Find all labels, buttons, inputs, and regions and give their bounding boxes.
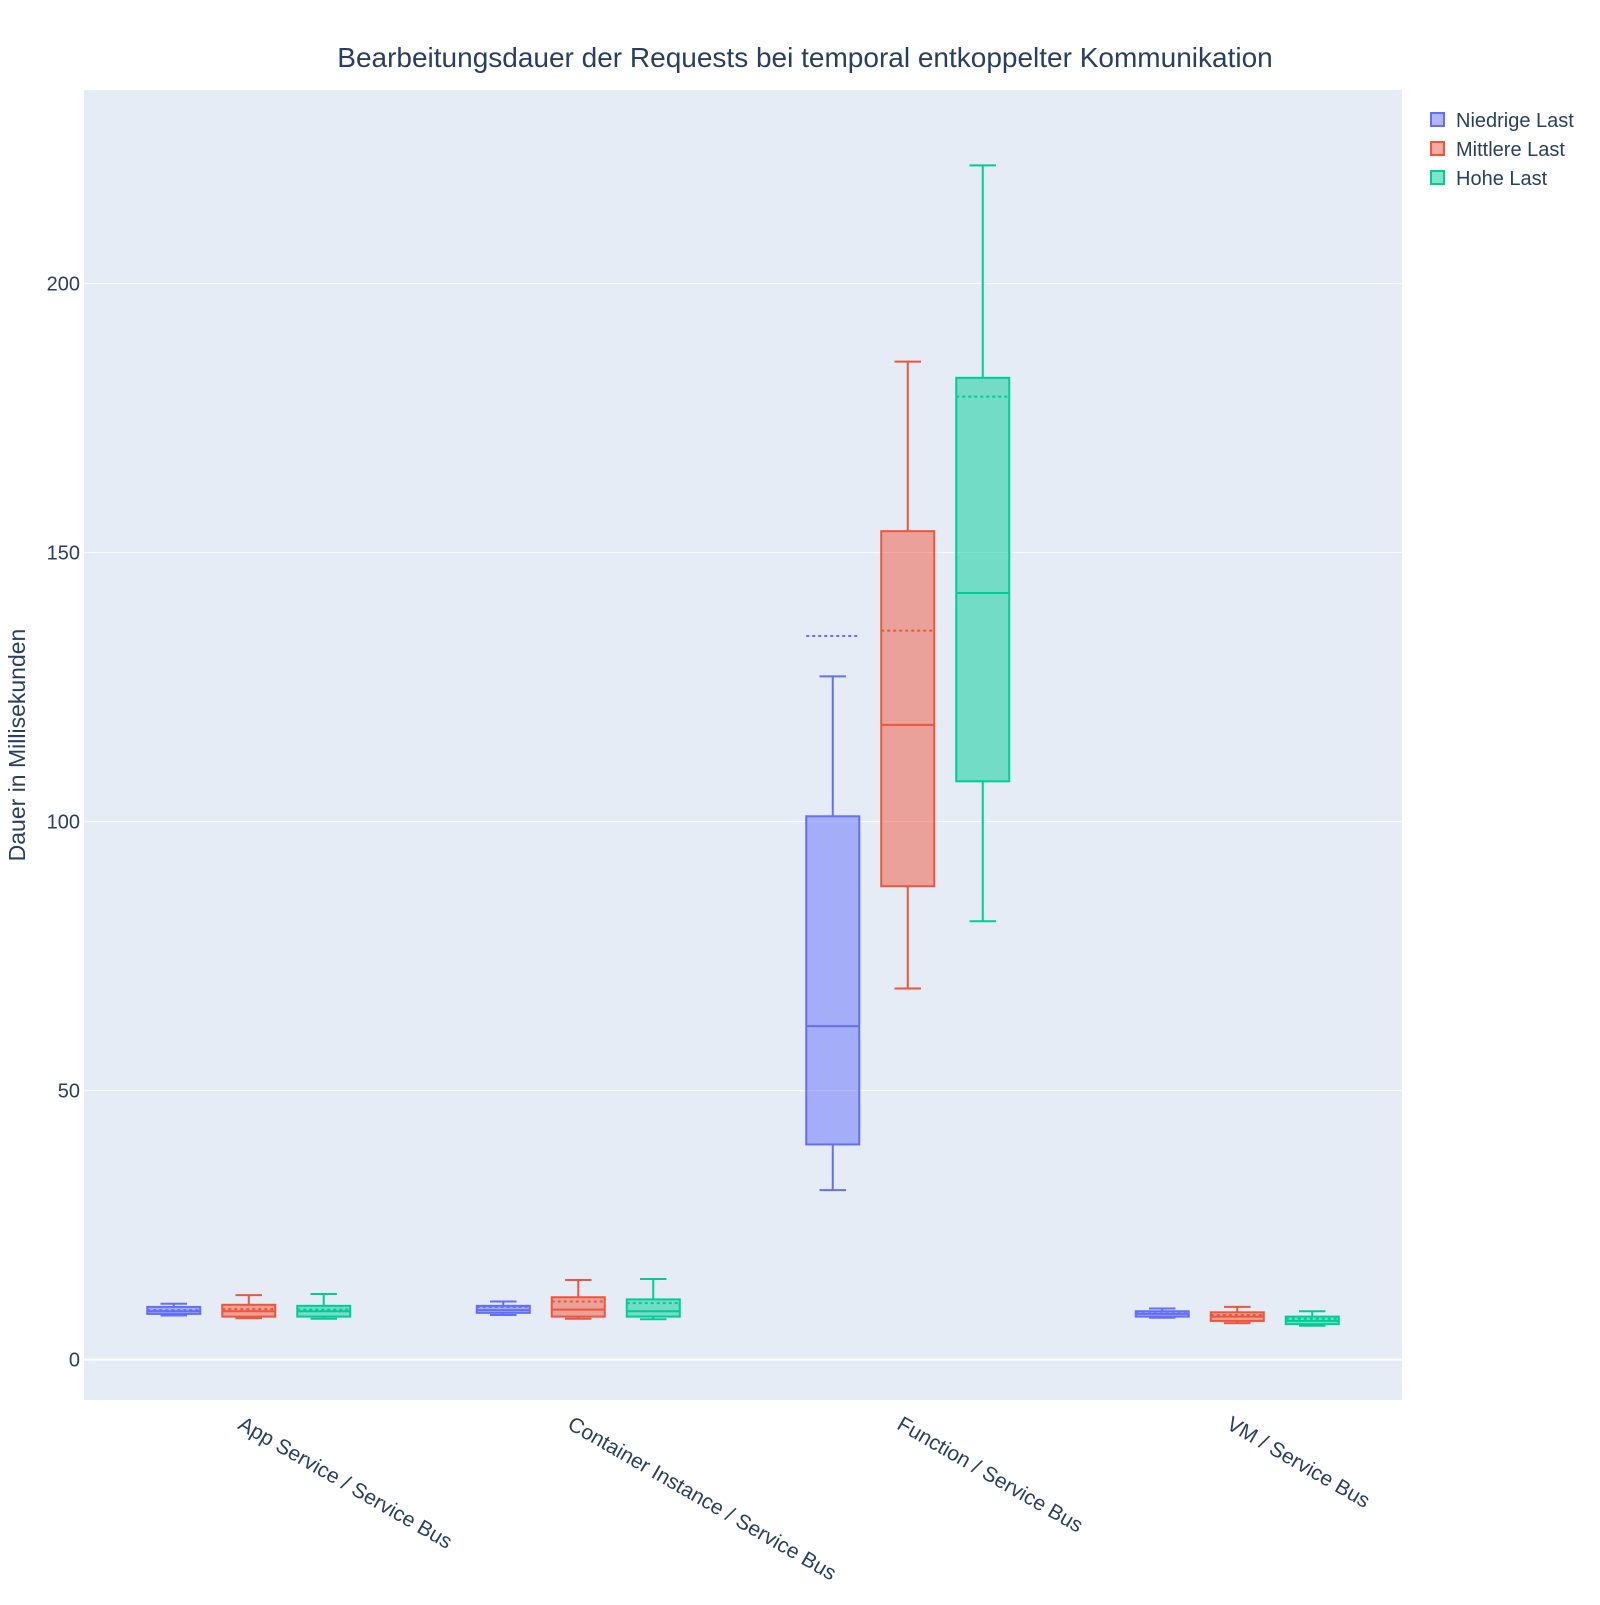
legend-item[interactable]: Mittlere Last: [1430, 139, 1565, 161]
box-1-1: [550, 1279, 606, 1320]
box-iqr: [955, 376, 1011, 783]
chart-title: Bearbeitungsdauer der Requests bei tempo…: [337, 42, 1272, 73]
box-1-0: [475, 1300, 531, 1316]
box-3-0: [1134, 1307, 1190, 1319]
y-tick-label: 200: [47, 274, 80, 296]
box-iqr: [550, 1296, 606, 1318]
box-0-1: [221, 1294, 277, 1320]
y-tick-label: 0: [69, 1350, 80, 1372]
boxes: [146, 164, 1340, 1327]
box-0-2: [296, 1293, 352, 1320]
box-iqr: [625, 1298, 681, 1318]
legend-label: Niedrige Last: [1456, 110, 1574, 132]
legend[interactable]: Niedrige Last Mittlere Last Hohe Last: [1430, 110, 1574, 190]
box-2-2: [955, 164, 1011, 923]
box-1-2: [625, 1277, 681, 1321]
box-iqr: [805, 815, 861, 1146]
y-axis-ticks: 0 50 100 150 200: [47, 274, 80, 1372]
y-axis-label: Dauer in Millisekunden: [4, 629, 30, 862]
legend-swatch: [1430, 112, 1445, 127]
legend-item[interactable]: Niedrige Last: [1430, 110, 1574, 132]
legend-label: Hohe Last: [1456, 168, 1548, 190]
box-3-2: [1284, 1310, 1340, 1327]
legend-swatch: [1430, 170, 1445, 185]
plot-area: [84, 90, 1402, 1400]
box-2-1: [880, 360, 936, 990]
grid-lines: [84, 283, 1402, 1361]
y-tick-label: 150: [47, 543, 80, 565]
box-3-1: [1209, 1305, 1265, 1325]
box-0-0: [146, 1302, 202, 1317]
legend-label: Mittlere Last: [1456, 139, 1565, 161]
box-iqr: [880, 530, 936, 888]
legend-swatch: [1430, 141, 1445, 156]
legend-item[interactable]: Hohe Last: [1430, 168, 1548, 190]
y-tick-label: 100: [47, 812, 80, 834]
y-tick-label: 50: [58, 1081, 80, 1103]
box-2-0: [805, 635, 861, 1192]
